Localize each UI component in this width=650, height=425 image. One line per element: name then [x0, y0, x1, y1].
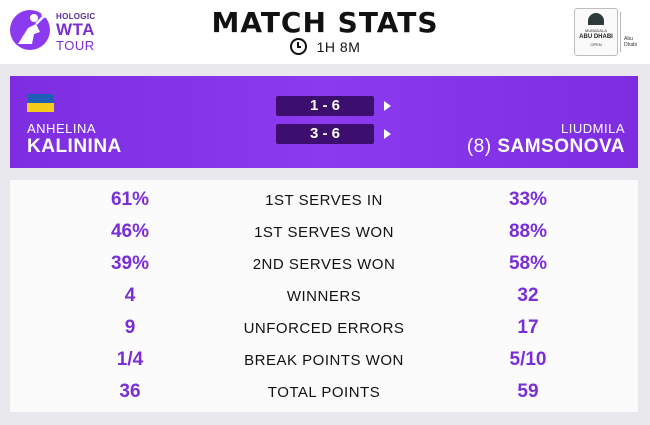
player2-stat-value: 5/10 [509, 349, 547, 370]
stat-row-unforced-errors: 9 UNFORCED ERRORS 17 [10, 312, 638, 344]
flag-stripe-blue [27, 94, 54, 103]
stat-row-winners: 4 WINNERS 32 [10, 280, 638, 312]
player1-first-name: ANHELINA [27, 121, 97, 136]
tournament-logo-divider [620, 12, 621, 52]
wta-logo-tour-text: TOUR [56, 38, 95, 53]
player1-last-name: KALININA [27, 136, 122, 157]
stat-row-first-serves-won: 46% 1ST SERVES WON 88% [10, 216, 638, 248]
ukraine-flag-icon [27, 94, 54, 112]
wta-logo-text: WTA [56, 20, 95, 39]
stat-label: 1ST SERVES IN [265, 192, 383, 209]
tournament-logo-line3: OPEN [590, 42, 602, 47]
page-title: MATCH STATS [211, 6, 439, 39]
set1-arrow-icon [384, 101, 391, 111]
tournament-logo-line2: ABU DHABI [579, 34, 613, 40]
flag-stripe-yellow [27, 103, 54, 112]
player2-stat-value: 88% [508, 221, 548, 242]
tournament-logo-line1: MUBADALA [584, 28, 607, 33]
player1-stat-value: 9 [124, 317, 136, 338]
match-duration-value: 1H 8M [316, 39, 361, 55]
set1-score: 1 - 6 [276, 96, 374, 116]
wta-logo-sponsor-text: HOLOGIC [56, 12, 96, 21]
score-panel: ANHELINA KALININA 1 - 6 3 - 6 LIUDMILA (… [10, 76, 638, 168]
stats-panel: 61% 1ST SERVES IN 33% 46% 1ST SERVES WON… [10, 180, 638, 412]
player1-stat-value: 46% [110, 221, 150, 242]
player2-stat-value: 58% [508, 253, 548, 274]
clock-icon [289, 38, 307, 55]
player2-stat-value: 33% [508, 189, 548, 210]
player2-stat-value: 32 [517, 285, 539, 306]
stat-label: UNFORCED ERRORS [243, 320, 405, 337]
player1-stat-value: 1/4 [116, 349, 144, 370]
stat-row-first-serves-in: 61% 1ST SERVES IN 33% [10, 184, 638, 216]
player1-stat-value: 36 [119, 381, 141, 402]
player2-last-name: SAMSONOVA [497, 136, 625, 157]
match-duration: 1H 8M [0, 38, 650, 55]
set2-score: 3 - 6 [276, 124, 374, 144]
wta-player-icon [10, 10, 50, 50]
stat-row-total-points: 36 TOTAL POINTS 59 [10, 376, 638, 408]
player2-stat-value: 17 [517, 317, 539, 338]
tournament-logo: MUBADALA ABU DHABI OPEN Abu Dhabi [574, 8, 644, 60]
top-bar: HOLOGIC WTA TOUR MATCH STATS 1H 8M MUBAD… [0, 0, 650, 64]
set2-arrow-icon [384, 129, 391, 139]
tournament-arch-icon [588, 13, 604, 25]
player2-first-name: LIUDMILA [561, 121, 625, 136]
stat-label: 1ST SERVES WON [254, 224, 394, 241]
player2-seed: (8) [466, 136, 492, 157]
wta-logo: HOLOGIC WTA TOUR [8, 6, 138, 54]
player2-name-line: (8) SAMSONOVA [467, 136, 625, 158]
player1-stat-value: 61% [110, 189, 150, 210]
player1-stat-value: 39% [110, 253, 150, 274]
stat-label: WINNERS [286, 288, 362, 305]
stat-label: TOTAL POINTS [267, 384, 381, 401]
stat-label: 2ND SERVES WON [252, 256, 396, 273]
stat-row-second-serves-won: 39% 2ND SERVES WON 58% [10, 248, 638, 280]
stat-row-break-points-won: 1/4 BREAK POINTS WON 5/10 [10, 344, 638, 376]
player1-stat-value: 4 [124, 285, 136, 306]
stat-label: BREAK POINTS WON [244, 352, 404, 369]
tournament-logo-badge: MUBADALA ABU DHABI OPEN [574, 8, 618, 56]
tournament-logo-side-text: Abu Dhabi [624, 36, 638, 48]
player2-stat-value: 59 [517, 381, 539, 402]
